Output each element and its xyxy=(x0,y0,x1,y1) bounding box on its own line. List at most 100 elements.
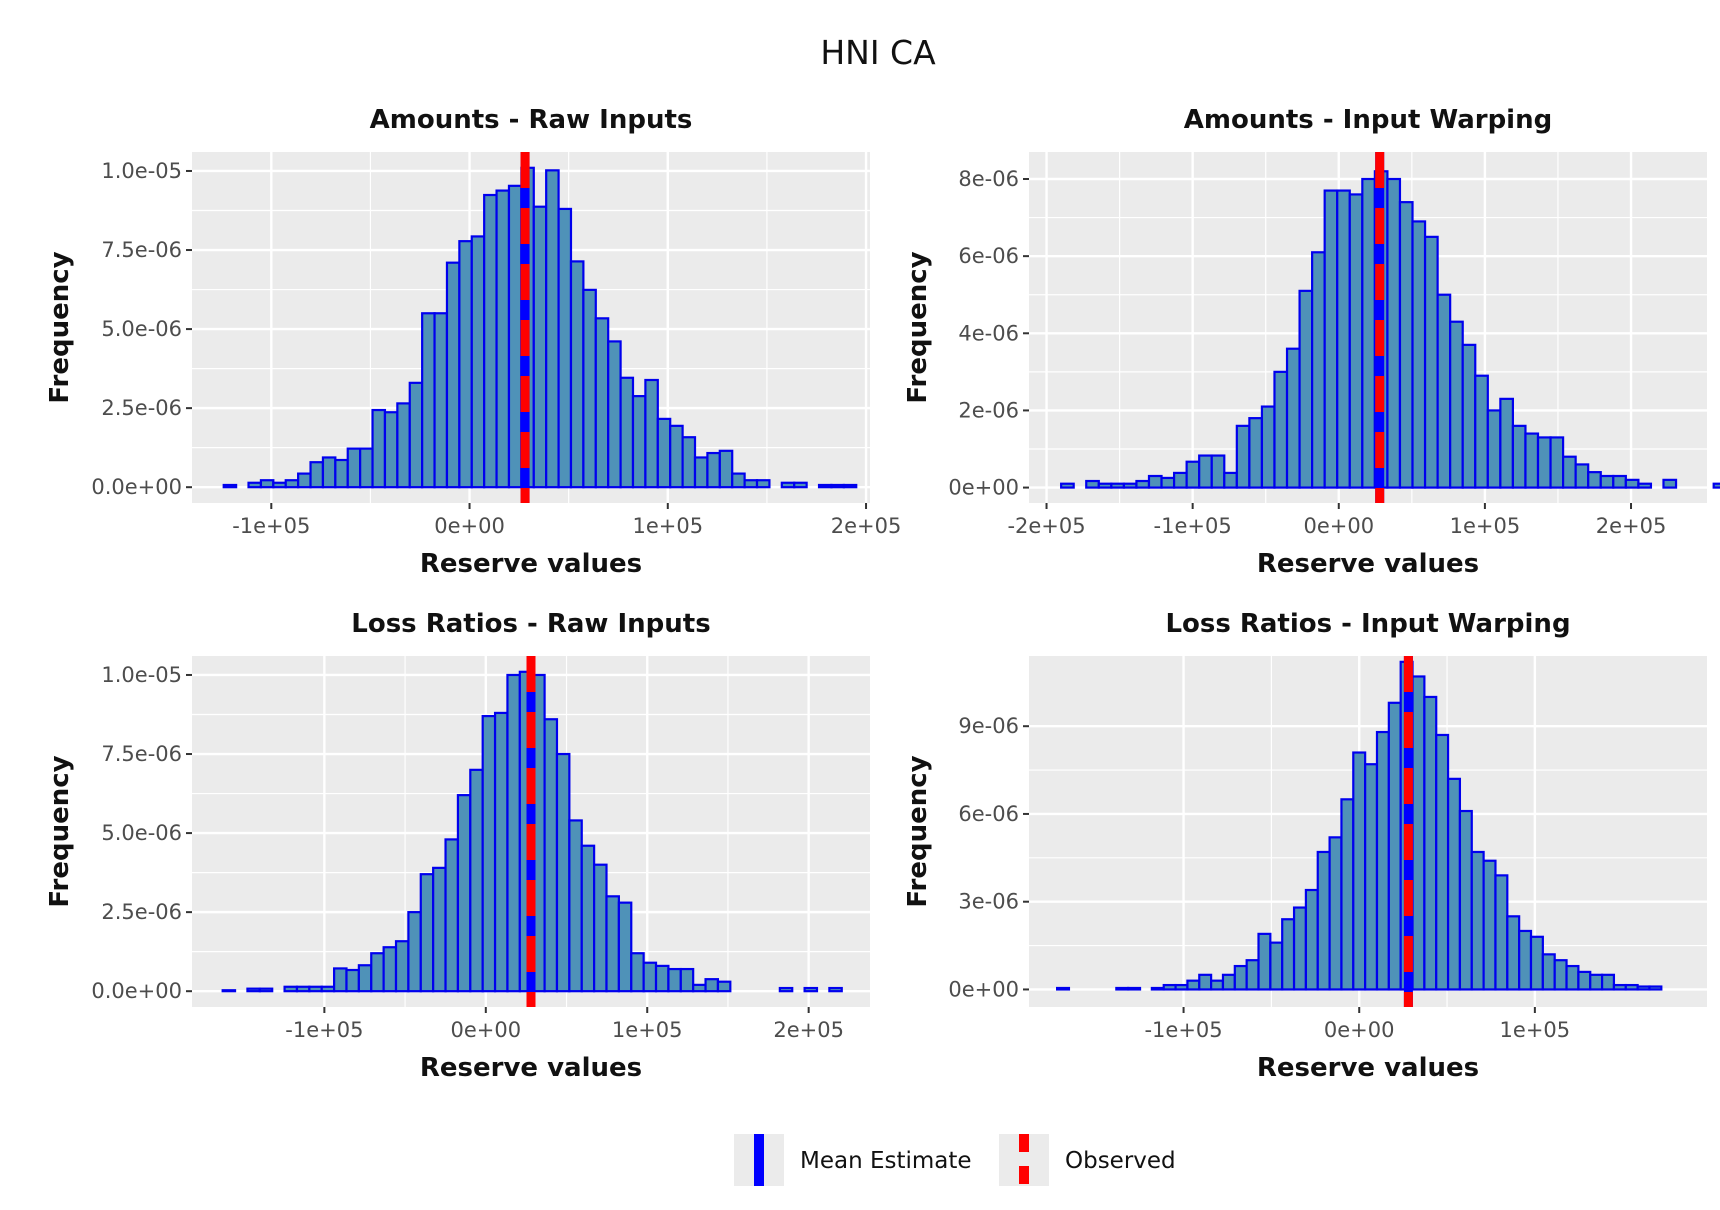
histogram-bar xyxy=(1150,986,1165,991)
x-axis-label: Reserve values xyxy=(1257,1053,1479,1083)
histogram-bar xyxy=(569,260,585,489)
x-tick-label: 1e+05 xyxy=(612,1018,683,1042)
histogram-bar xyxy=(1147,474,1163,489)
histogram-bar xyxy=(1662,478,1678,489)
histogram-bar xyxy=(1186,979,1201,991)
histogram-bar xyxy=(731,472,746,489)
histogram-bar xyxy=(679,967,695,993)
histogram-bar xyxy=(630,952,645,993)
histogram-bar xyxy=(1056,986,1071,991)
histogram-bar xyxy=(321,456,337,489)
histogram-bar xyxy=(1511,424,1527,489)
histogram-bar xyxy=(382,946,398,993)
histogram-bar xyxy=(1536,436,1552,489)
y-tick-label: 1.0e-05 xyxy=(101,663,182,687)
histogram-bar xyxy=(483,193,498,489)
histogram-bar xyxy=(1587,471,1602,489)
histogram-bar xyxy=(506,673,521,993)
y-tick-label: 0e+00 xyxy=(948,977,1019,1001)
histogram-bar xyxy=(1574,463,1590,489)
x-tick-label: -1e+05 xyxy=(1144,1018,1222,1042)
histogram-bar xyxy=(394,940,410,993)
histogram-bar xyxy=(1636,985,1651,991)
histogram-bar xyxy=(383,411,399,489)
legend-label-observed: Observed xyxy=(1065,1148,1176,1174)
panels: 0.0e+00 2.5e-06 5.0e-06 7.5e-06 1.0e-05 -1e+0… xyxy=(45,105,1720,1083)
histogram-bar xyxy=(333,967,348,993)
histogram-bar xyxy=(334,458,349,489)
histogram-bar xyxy=(557,207,573,489)
histogram-bar xyxy=(1235,424,1251,489)
histogram-bar xyxy=(1135,479,1151,489)
x-tick-label: 2e+05 xyxy=(773,1018,844,1042)
histogram-bar xyxy=(481,714,497,993)
histogram-bar xyxy=(259,479,275,489)
histogram-bar xyxy=(396,402,411,489)
histogram-bar xyxy=(1273,370,1289,489)
histogram-bar xyxy=(458,240,473,489)
y-tick-label: 6e-06 xyxy=(958,244,1019,268)
x-tick-label: 1e+05 xyxy=(1450,514,1521,538)
histogram-bar xyxy=(1233,964,1248,991)
histogram-bar xyxy=(359,447,374,489)
histogram-bar xyxy=(1458,809,1473,991)
histogram-bar xyxy=(1565,964,1580,991)
histogram-bar xyxy=(1423,235,1439,489)
histogram-bar xyxy=(444,838,460,993)
histogram-bar xyxy=(1085,479,1100,489)
histogram-bar xyxy=(1386,177,1402,489)
histogram-bar xyxy=(642,961,658,993)
histogram-bar xyxy=(1449,320,1464,489)
histogram-bar xyxy=(246,987,261,993)
histogram-bar xyxy=(1486,409,1502,489)
histogram-bar xyxy=(716,980,732,993)
x-axis-label: Reserve values xyxy=(1257,549,1479,579)
histogram-bar xyxy=(1518,929,1533,991)
histogram-bar xyxy=(1248,417,1264,489)
histogram-bar xyxy=(1336,189,1351,489)
histogram-bar xyxy=(1292,906,1307,991)
histogram-bar xyxy=(1648,985,1663,991)
histogram-bar xyxy=(1474,374,1489,489)
histogram-bar xyxy=(1411,220,1427,489)
y-tick-label: 0.0e+00 xyxy=(91,979,182,1003)
legend-label-mean: Mean Estimate xyxy=(800,1148,972,1174)
histogram-bar xyxy=(495,189,511,489)
histogram-bar xyxy=(743,479,759,489)
histogram-bar xyxy=(1311,251,1326,489)
y-tick-label: 2.5e-06 xyxy=(101,396,182,420)
histogram-bar xyxy=(1375,730,1390,991)
histogram-bar xyxy=(667,967,682,993)
histogram-bar xyxy=(692,983,707,993)
y-tick-label: 6e-06 xyxy=(958,802,1019,826)
histogram-bar xyxy=(1599,474,1615,489)
histogram-bar xyxy=(1162,983,1177,991)
x-tick-label: -1e+05 xyxy=(1154,514,1232,538)
histogram-bar xyxy=(1364,763,1379,991)
x-tick-label: 1e+05 xyxy=(1500,1018,1571,1042)
histogram-bar xyxy=(432,866,447,993)
histogram-bar xyxy=(1340,798,1355,991)
histogram-bar xyxy=(1524,432,1540,489)
histogram-bar xyxy=(817,483,833,489)
histogram-bar xyxy=(1348,193,1364,489)
histogram-bar xyxy=(1529,935,1544,991)
y-tick-label: 4e-06 xyxy=(958,321,1019,345)
histogram-bar xyxy=(371,408,387,489)
figure-title: HNI CA xyxy=(820,33,936,72)
x-tick-label: 1e+05 xyxy=(632,514,703,538)
histogram-bar xyxy=(1435,733,1450,991)
histogram-bar xyxy=(1298,289,1314,489)
legend: Mean Estimate Observed xyxy=(734,1134,1176,1186)
x-tick-label: 2e+05 xyxy=(1596,514,1667,538)
histogram-bar xyxy=(778,986,794,993)
histogram-bar xyxy=(656,417,672,489)
histogram-bar xyxy=(803,986,819,993)
histogram-bar xyxy=(419,873,435,993)
y-tick-label: 2.5e-06 xyxy=(101,900,182,924)
histogram-bar xyxy=(1589,973,1604,991)
histogram-bar xyxy=(1210,454,1226,489)
histogram-bar xyxy=(1304,888,1319,991)
y-axis-label: Frequency xyxy=(903,755,933,907)
